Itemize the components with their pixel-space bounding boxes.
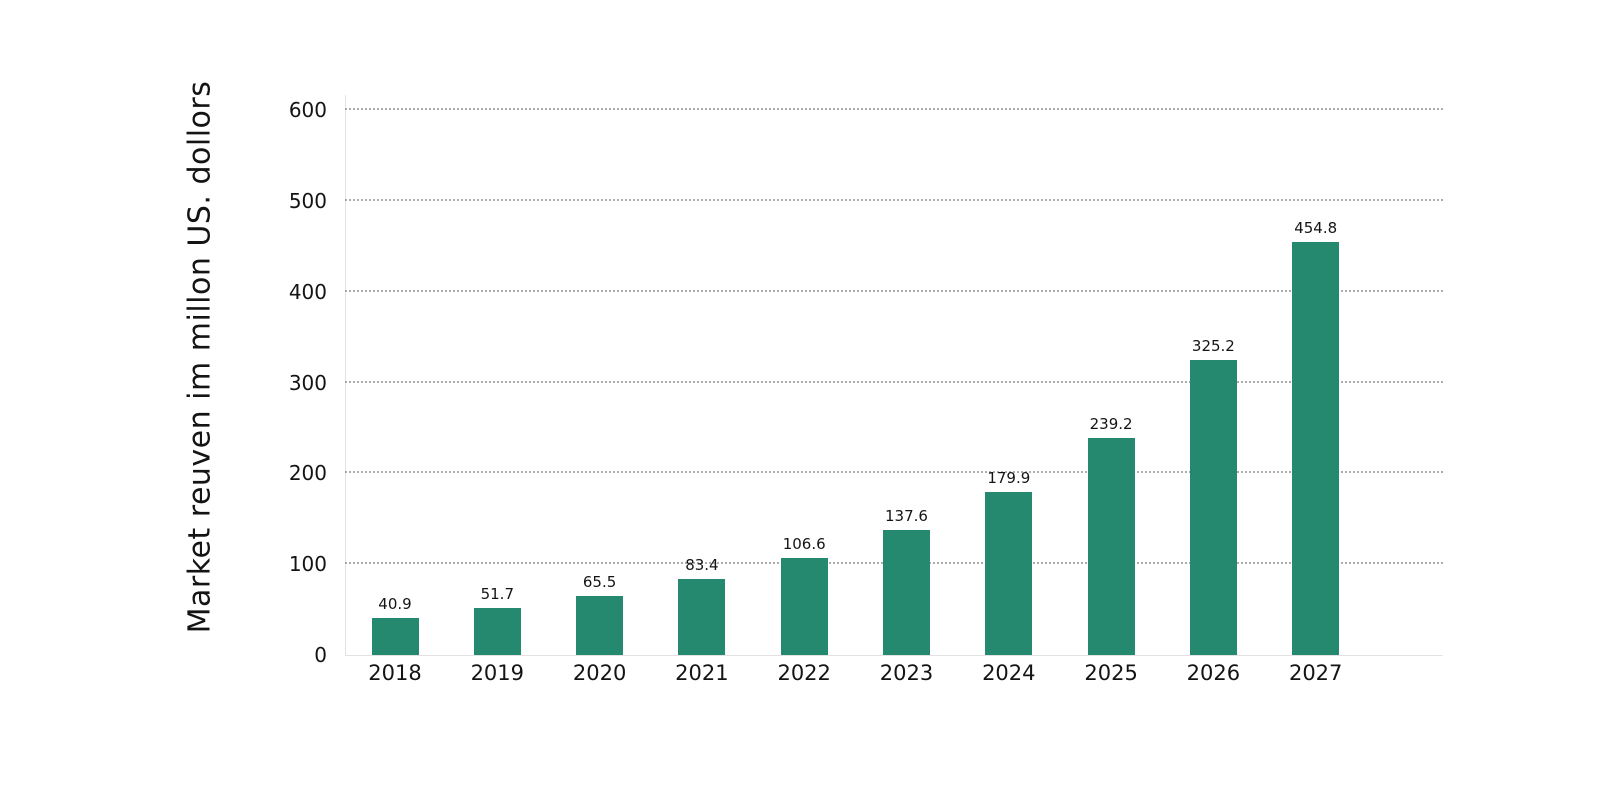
bar-2021: [678, 579, 726, 655]
gridline-500: [345, 198, 1443, 201]
bar-value-label-2024: 179.9: [987, 468, 1031, 487]
gridline-200: [345, 471, 1443, 474]
y-axis-tick-labels: 0 100 200 300 400 500 600: [230, 98, 327, 667]
bar-value-label-2020: 65.5: [582, 572, 617, 591]
y-tick-label-600: 600: [288, 98, 327, 122]
x-tick-label-2027: 2027: [1288, 661, 1343, 685]
bar-value-label-2018: 40.9: [378, 594, 412, 613]
x-axis-labels: 2018 2019 2020 2021 2022 2023 2024 2025 2026 2027: [345, 661, 1443, 701]
x-tick-label-2026: 2026: [1186, 661, 1241, 685]
x-tick-label-2019: 2019: [470, 661, 525, 685]
y-tick-label-400: 400: [288, 279, 327, 304]
bar-2018: [371, 617, 419, 655]
bar-value-label-2021: 83.4: [685, 556, 719, 575]
bar-value-label-2019: 51.7: [480, 585, 514, 604]
bar-2019: [473, 608, 521, 655]
bar-value-label-2023: 137.6: [885, 507, 928, 526]
x-tick-label-2021: 2021: [675, 661, 729, 685]
y-tick-label-100: 100: [288, 552, 327, 577]
gridline-400: [345, 289, 1443, 292]
gridline-300: [345, 380, 1443, 383]
y-axis-title: Market reuven im millon US. dollors: [182, 80, 218, 634]
bar-2024: [985, 491, 1033, 655]
y-tick-label-300: 300: [288, 370, 327, 395]
x-tick-label-2018: 2018: [368, 661, 422, 685]
x-tick-label-2022: 2022: [777, 661, 831, 685]
bar-value-label-2026: 325.2: [1191, 336, 1235, 355]
x-tick-label-2023: 2023: [879, 661, 934, 685]
x-tick-label-2025: 2025: [1084, 661, 1138, 685]
y-axis-line: [345, 95, 346, 656]
bar-2026: [1189, 359, 1237, 655]
x-tick-label-2024: 2024: [982, 661, 1036, 685]
y-tick-label-0: 0: [314, 643, 327, 667]
y-tick-label-200: 200: [288, 461, 327, 486]
bar-value-label-2022: 106.6: [782, 535, 826, 554]
y-tick-label-500: 500: [288, 188, 327, 213]
gridline-600: [345, 108, 1443, 110]
plot-area: 40.9 51.7 65.5 83.4 106.6 137.6 179.9 239.2 325.…: [345, 108, 1443, 656]
bar-2027: [1292, 241, 1340, 655]
bar-value-label-2027: 454.8: [1294, 218, 1338, 237]
bar-2020: [576, 595, 624, 655]
bar-2023: [883, 530, 930, 655]
bar-2025: [1087, 437, 1135, 655]
bar-2022: [780, 558, 828, 655]
x-tick-label-2020: 2020: [572, 661, 627, 685]
bar-value-label-2025: 239.2: [1089, 414, 1133, 433]
